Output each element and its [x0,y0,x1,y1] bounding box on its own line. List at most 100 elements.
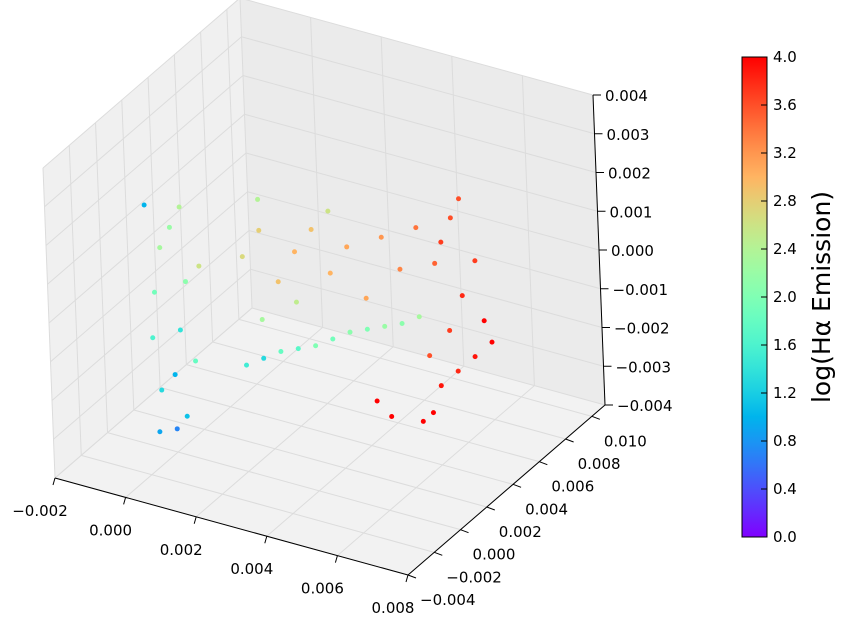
x-tick-label: 0.004 [230,560,273,578]
grid-line [50,191,248,363]
y-axis-line [407,404,606,576]
grid-line [125,327,323,498]
scatter-point [447,327,453,333]
scatter-point [364,326,370,332]
z-tick-label: −0.001 [613,281,669,299]
scatter-point [174,426,180,432]
scatter-point [344,244,350,250]
grid-line [45,75,244,246]
scatter-point [447,215,453,221]
scatter-point [295,346,301,352]
z-tick-label: 0.000 [611,242,654,260]
grid-line [133,409,487,508]
scatter-point [330,336,336,342]
tick-labels: −0.002 0.000 0.002 0.004 0.006 0.008 −0.004 −0.… [12,87,672,617]
scatter-point [293,299,299,305]
x-tick [334,555,338,563]
y-tick [486,506,495,511]
grid-line [248,230,603,328]
grid-line [54,307,253,479]
x-tick-label: −0.002 [12,502,68,520]
floor-pane [55,308,605,575]
scatter-point [325,208,331,214]
scatter-point [239,254,245,260]
scatter-point [374,398,380,404]
left-pane [43,0,252,478]
scatter-point [389,413,395,419]
scatter-point [255,196,261,202]
colorbar-tick-label: 0.8 [773,432,797,450]
colorbar-label: log(Hα Emission) [807,191,836,403]
scatter-point [438,383,444,389]
y-tick-label: 0.002 [499,523,542,541]
axis-lines [52,94,613,583]
scatter-point [489,339,495,345]
scatter-point [159,387,165,393]
scatter-point [397,266,403,272]
scatter-point [347,329,353,335]
y-tick-label: 0.004 [525,500,568,518]
colorbar-tick-label: 4.0 [773,48,797,66]
scatter-point [399,320,405,326]
scatter-point [472,258,478,264]
y-tick [460,529,469,534]
scatter-point [193,358,199,364]
grid-line [48,152,247,324]
grid-line [159,386,514,485]
scatter-point [292,249,298,255]
y-tick-label: 0.010 [604,432,647,450]
scatter-point [166,224,172,230]
scatter-point [459,293,465,299]
colorbar-ticks: 0.0 0.4 0.8 1.2 1.6 2.0 2.4 2.8 3.2 3.6 4.0 [761,48,797,546]
colorbar-tick-label: 1.6 [773,336,797,354]
grid-line [337,385,535,556]
x-tick [405,574,409,583]
scatter-point [420,418,426,424]
y-tick [512,483,522,488]
scatter-point [378,234,384,240]
scatter-point [151,289,157,295]
grid-line [195,346,394,518]
grid-line [53,268,251,440]
grid-line [107,432,461,531]
colorbar-tick-label: 2.8 [773,192,797,210]
y-tick-label: 0.008 [578,455,621,473]
scatter-point [438,239,444,245]
z-tick-label: 0.002 [608,165,651,183]
grid-line [242,75,597,173]
scatter-point [256,227,262,233]
scatter-point [430,410,436,416]
grid-line [250,268,604,367]
colorbar-tick-label: 2.0 [773,288,797,306]
y-tick [434,551,443,556]
scatter-point [177,327,183,333]
scatter-point [427,353,433,359]
grid-line [212,341,566,440]
scatter-point [327,270,333,276]
grid-line [51,230,250,401]
scatter-point [481,318,487,324]
scatter-point [184,413,190,419]
colorbar-tick-label: 3.2 [773,144,797,162]
grid-line [186,364,540,463]
z-tick-label: 0.004 [605,87,648,105]
scatter-point [183,279,189,285]
colorbar-tick-label: 0.0 [773,528,797,546]
scatter-point [432,260,438,266]
grid-line [42,0,239,169]
scatter-point [313,343,319,349]
y-tick-label: 0.000 [473,546,516,564]
scatter-point [416,314,422,320]
grid-line [245,152,600,251]
colorbar-tick-label: 0.4 [773,480,797,498]
grid-line [81,454,435,553]
scatter-point [261,355,267,361]
scatter-point [176,204,182,210]
y-tick [407,574,417,579]
x-tick [264,536,268,544]
grid-line [245,0,594,96]
y-tick [591,415,601,420]
y-tick-label: 0.006 [551,478,594,496]
